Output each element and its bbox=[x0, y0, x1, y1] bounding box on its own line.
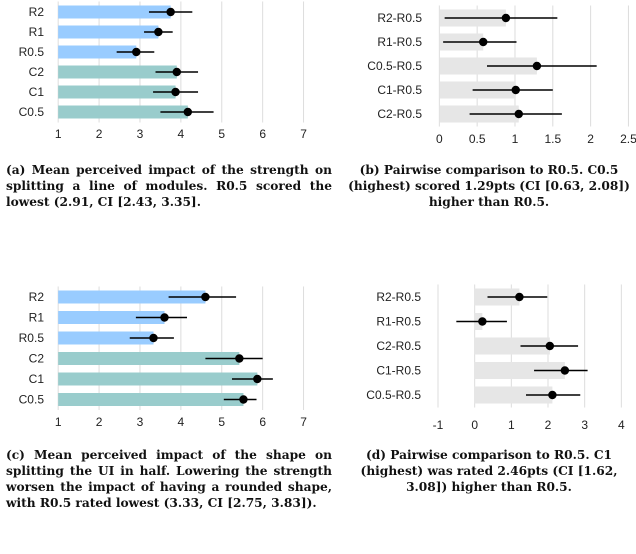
bar bbox=[474, 337, 550, 355]
category-label: C1-R0.5 bbox=[376, 364, 421, 378]
mean-point bbox=[239, 395, 248, 404]
x-tick-label: 4 bbox=[618, 418, 625, 432]
x-tick-label: 1 bbox=[512, 132, 519, 146]
mean-point bbox=[172, 67, 181, 77]
x-tick-label: 0 bbox=[436, 132, 443, 146]
x-tick-label: 7 bbox=[300, 415, 307, 429]
mean-point bbox=[514, 109, 523, 119]
mean-point bbox=[166, 7, 175, 17]
mean-point bbox=[154, 27, 163, 37]
bar bbox=[58, 65, 177, 79]
x-tick-label: 1 bbox=[55, 415, 62, 429]
bar bbox=[58, 372, 258, 386]
category-label: R1 bbox=[29, 25, 45, 39]
chart-c: 1 2 3 4 5 6 7 R2 R1 R0.5 C2 C1 C0.5 bbox=[19, 286, 307, 429]
x-tick-label: 6 bbox=[259, 415, 266, 429]
chart-a: 1 2 3 4 5 6 7 R2 R1 R0.5 C2 C1 C0.5 bbox=[19, 1, 307, 141]
x-tick-label: 5 bbox=[218, 127, 225, 141]
bar bbox=[58, 311, 165, 324]
x-tick-label: 2.5 bbox=[620, 132, 636, 146]
bar bbox=[58, 105, 188, 119]
x-tick-label: 4 bbox=[178, 415, 185, 429]
caption-d: (d) Pairwise comparison to R0.5. C1 (hig… bbox=[360, 448, 618, 494]
mean-point bbox=[511, 85, 520, 95]
mean-point bbox=[183, 107, 193, 117]
category-label: C0.5 bbox=[19, 105, 45, 119]
x-tick-label: 1 bbox=[508, 418, 515, 432]
category-label: C0.5-R0.5 bbox=[366, 388, 421, 402]
x-tick-label: 2 bbox=[587, 132, 594, 146]
mean-point bbox=[235, 354, 244, 363]
x-tick-label: 6 bbox=[259, 127, 266, 141]
mean-point bbox=[545, 341, 555, 351]
x-tick-label: 1.5 bbox=[544, 132, 561, 146]
category-label: C2 bbox=[29, 65, 45, 79]
bar bbox=[474, 386, 553, 404]
category-label: R0.5 bbox=[19, 331, 45, 345]
chart-d: -1 0 1 2 3 4 R2-R0.5 R1-R0.5 C2-R0.5 C1-R0.5 C0.5-… bbox=[366, 284, 625, 432]
x-tick-label: 3 bbox=[581, 418, 588, 432]
x-tick-label: -1 bbox=[433, 418, 444, 432]
category-label: R1-R0.5 bbox=[376, 315, 421, 329]
x-tick-label: 2 bbox=[96, 127, 103, 141]
mean-point bbox=[253, 374, 262, 384]
category-label: C0.5 bbox=[19, 393, 45, 407]
mean-point bbox=[560, 366, 570, 375]
mean-point bbox=[160, 313, 169, 322]
mean-point bbox=[171, 87, 180, 97]
bar bbox=[58, 85, 176, 99]
category-label: R2-R0.5 bbox=[376, 290, 421, 304]
mean-point bbox=[132, 47, 141, 57]
category-label: C1 bbox=[29, 372, 45, 386]
mean-point bbox=[149, 333, 158, 343]
caption-b: (b) Pairwise comparison to R0.5. C0.5 (h… bbox=[348, 163, 630, 209]
bar bbox=[58, 45, 137, 59]
bar bbox=[58, 5, 171, 19]
mean-point bbox=[501, 13, 511, 23]
category-label: R1 bbox=[29, 311, 45, 325]
mean-point bbox=[479, 37, 488, 47]
x-tick-label: 7 bbox=[300, 127, 307, 141]
caption-a: (a) Mean perceived impact of the strengt… bbox=[6, 163, 332, 209]
x-tick-label: 2 bbox=[545, 418, 552, 432]
mean-point bbox=[478, 317, 487, 326]
mean-point bbox=[201, 292, 210, 302]
x-tick-label: 0.5 bbox=[469, 132, 486, 146]
x-tick-label: 2 bbox=[96, 415, 103, 429]
x-tick-label: 5 bbox=[218, 415, 225, 429]
category-label: C2-R0.5 bbox=[376, 339, 421, 353]
category-label: R1-R0.5 bbox=[377, 35, 422, 49]
x-tick-label: 3 bbox=[137, 127, 144, 141]
x-tick-label: 3 bbox=[137, 415, 144, 429]
x-tick-label: 0 bbox=[471, 418, 478, 432]
category-label: C2 bbox=[29, 352, 45, 366]
category-label: R0.5 bbox=[19, 45, 45, 59]
chart-b: 0 0.5 1 1.5 2 2.5 R2-R0.5 R1-R0.5 C0.5-R0.5 C1-R0… bbox=[367, 5, 636, 146]
bar bbox=[474, 362, 565, 379]
x-tick-label: 4 bbox=[178, 127, 185, 141]
category-label: R2 bbox=[29, 5, 45, 19]
category-label: C1-R0.5 bbox=[377, 83, 422, 97]
category-label: C2-R0.5 bbox=[377, 107, 422, 121]
x-tick-label: 1 bbox=[55, 127, 62, 141]
bar bbox=[58, 290, 206, 304]
mean-point bbox=[532, 61, 542, 71]
category-label: R2 bbox=[29, 290, 45, 304]
bar bbox=[58, 331, 154, 345]
caption-c: (c) Mean perceived impact of the shape o… bbox=[6, 448, 332, 510]
category-label: R2-R0.5 bbox=[377, 11, 422, 25]
bar bbox=[58, 393, 244, 406]
mean-point bbox=[515, 292, 524, 302]
mean-point bbox=[548, 390, 557, 400]
bar bbox=[58, 352, 240, 365]
category-label: C0.5-R0.5 bbox=[367, 59, 422, 73]
bar bbox=[58, 25, 159, 39]
category-label: C1 bbox=[29, 85, 45, 99]
